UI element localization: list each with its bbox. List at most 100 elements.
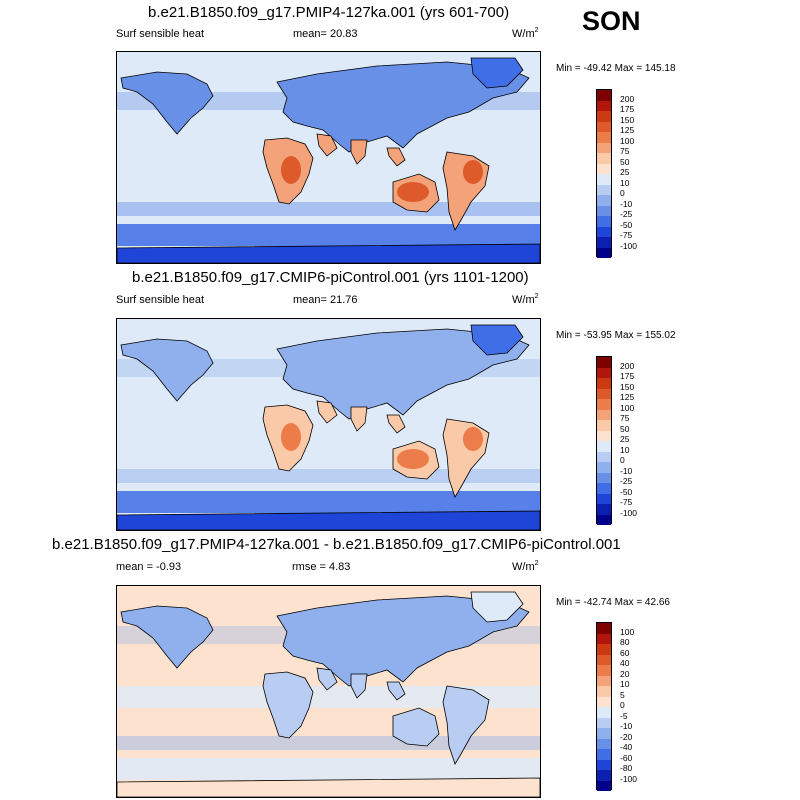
colorbar-swatch — [597, 399, 611, 410]
colorbar-tick-label: -5 — [620, 710, 628, 721]
colorbar-swatch — [597, 441, 611, 452]
continent-india — [350, 406, 368, 432]
colorbar-tick-label: 25 — [620, 167, 630, 177]
colorbar-tick-label: 150 — [620, 114, 635, 125]
colorbar-tick-label: -10 — [620, 465, 633, 476]
colorbar-swatch — [597, 654, 611, 665]
colorbar-swatch — [597, 738, 611, 749]
colorbar-swatch — [597, 749, 611, 760]
colorbar-tick-label: -100 — [620, 773, 638, 784]
colorbar-swatch — [597, 420, 611, 431]
colorbar-tick-label: 10 — [620, 444, 630, 455]
continent-seasia — [386, 414, 406, 434]
panel-3-mean-label: mean = -0.93 — [116, 561, 182, 573]
southern-ocean-band — [117, 491, 540, 513]
colorbar-swatch — [597, 142, 611, 153]
panel-2-map — [116, 318, 541, 531]
colorbar-tick-label: 0 — [620, 455, 625, 465]
colorbar-tick-label: -100 — [620, 240, 638, 251]
colorbar-swatch — [597, 686, 611, 697]
colorbar-swatch — [597, 780, 611, 791]
panel-2-minmax: Min = -53.95 Max = 155.02 — [556, 330, 676, 341]
panel-3-rmse-label: rmse = 4.83 — [292, 561, 351, 573]
panel-1-map — [116, 51, 541, 264]
colorbar-swatch — [597, 707, 611, 718]
colorbar-tick-label: 50 — [620, 423, 630, 434]
colorbar-tick-label: -40 — [620, 742, 633, 752]
panel-3-title: b.e21.B1850.f09_g17.PMIP4-127ka.001 - b.… — [52, 536, 621, 553]
continent-namerica — [120, 605, 214, 669]
colorbar-swatch — [597, 132, 611, 143]
colorbar-tick-label: 125 — [620, 392, 635, 402]
brazil-hotspot — [463, 427, 483, 451]
colorbar-tick-label: 50 — [620, 156, 630, 167]
continent-greenland — [470, 57, 524, 89]
colorbar-swatch — [597, 121, 611, 132]
season-label: SON — [582, 6, 641, 36]
continent-namerica — [120, 338, 214, 402]
colorbar-tick-label: 40 — [620, 658, 630, 668]
colorbar-tick-label: 175 — [620, 104, 635, 114]
colorbar-swatch — [597, 472, 611, 483]
colorbar-tick-label: -50 — [620, 486, 633, 497]
colorbar-tick-label: 100 — [620, 135, 635, 146]
colorbar-tick-label: 0 — [620, 700, 625, 710]
southern-ocean-band — [117, 224, 540, 246]
continent-africa — [262, 671, 314, 739]
colorbar-tick-label: -75 — [620, 497, 633, 507]
colorbar-tick-label: 125 — [620, 125, 635, 135]
colorbar-swatch — [597, 153, 611, 164]
colorbar-swatch — [597, 675, 611, 686]
colorbar-tick-label: -10 — [620, 721, 633, 731]
continent-antarctica — [117, 243, 540, 263]
colorbar-swatch — [597, 759, 611, 770]
colorbar-tick-label: 100 — [620, 626, 635, 637]
continent-greenland — [470, 591, 524, 623]
colorbar-box — [596, 356, 612, 525]
colorbar-tick-label: 20 — [620, 668, 630, 679]
colorbar-swatch — [597, 216, 611, 227]
colorbar-tick-label: 10 — [620, 679, 630, 689]
continent-antarctica — [117, 777, 540, 797]
colorbar-tick-label: 75 — [620, 146, 630, 156]
colorbar-tick-label: -75 — [620, 230, 633, 240]
continent-namerica — [120, 71, 214, 135]
subpolar-band — [117, 736, 540, 750]
continent-india — [350, 673, 368, 699]
continent-greenland — [470, 324, 524, 356]
colorbar-tick-label: 150 — [620, 381, 635, 392]
colorbar-tick-label: 175 — [620, 371, 635, 381]
colorbar-tick-label: -25 — [620, 209, 633, 219]
colorbar-swatch — [597, 623, 611, 634]
colorbar-swatch — [597, 174, 611, 185]
africa-hotspot — [281, 423, 301, 451]
continent-samerica — [442, 685, 490, 765]
colorbar-swatch — [597, 770, 611, 781]
colorbar-tick-label: -100 — [620, 507, 638, 518]
colorbar-swatch — [597, 451, 611, 462]
continent-india — [350, 139, 368, 165]
panel-1-minmax: Min = -49.42 Max = 145.18 — [556, 63, 676, 74]
panel-2-title: b.e21.B1850.f09_g17.CMIP6-piControl.001 … — [132, 269, 529, 286]
equatorial-band — [117, 686, 540, 708]
colorbar-swatch — [597, 357, 611, 368]
panel-3-minmax: Min = -42.74 Max = 42.66 — [556, 597, 670, 608]
continent-seasia — [386, 681, 406, 701]
colorbar-swatch — [597, 90, 611, 101]
continent-arabia — [316, 400, 338, 424]
continent-australia — [392, 707, 440, 747]
colorbar-tick-label: 25 — [620, 434, 630, 444]
colorbar-tick-label: 0 — [620, 188, 625, 198]
colorbar-tick-label: -10 — [620, 198, 633, 209]
australia-hotspot — [397, 449, 429, 469]
colorbar-tick-label: 5 — [620, 689, 625, 700]
colorbar-swatch — [597, 430, 611, 441]
colorbar-swatch — [597, 247, 611, 258]
subpolar-band — [117, 469, 540, 483]
colorbar-swatch — [597, 237, 611, 248]
panel-1-mean-label: mean= 20.83 — [293, 28, 358, 40]
colorbar-swatch — [597, 163, 611, 174]
colorbar-swatch — [597, 504, 611, 515]
colorbar-swatch — [597, 388, 611, 399]
australia-hotspot — [397, 182, 429, 202]
